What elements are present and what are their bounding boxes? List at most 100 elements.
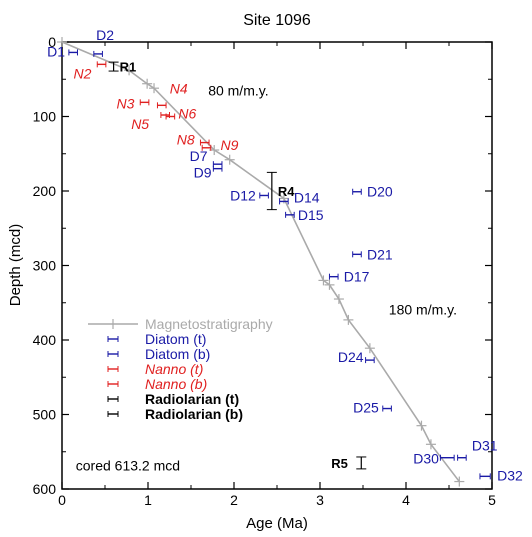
legend-label: Diatom (t) — [145, 331, 206, 347]
magnetostratigraphy-point — [343, 314, 354, 325]
legend-item-magneto: Magnetostratigraphy — [88, 316, 273, 332]
legend-label: Radiolarian (t) — [145, 391, 239, 407]
datum-label: D12 — [230, 187, 256, 203]
magnetostratigraphy-point — [324, 279, 335, 290]
legend-label: Diatom (b) — [145, 346, 210, 362]
magnetostratigraphy-point — [364, 343, 375, 354]
magnetostratigraphy-point — [416, 420, 427, 431]
datum-marker-n9: N9 — [201, 137, 239, 153]
datum-label: D7 — [190, 148, 208, 164]
datum-label: R4 — [278, 184, 295, 199]
datum-label: D2 — [96, 27, 114, 43]
datum-marker-n4: N4 — [156, 80, 188, 109]
datum-marker-d20: D20 — [352, 184, 393, 200]
legend-item-diatom-b: Diatom (b) — [107, 346, 210, 362]
y-tick-label: 100 — [33, 109, 57, 125]
datum-marker-d9: D9 — [194, 165, 223, 181]
datum-label: N3 — [117, 95, 135, 111]
datum-label: D9 — [194, 165, 212, 181]
datum-marker-n8: N8 — [177, 132, 210, 148]
axis-tick-labels: 0 1 2 3 4 5 0 100 200 300 400 500 600 — [33, 34, 496, 508]
legend-label: Nanno (b) — [145, 376, 207, 392]
magnetostratigraphy-point — [57, 37, 67, 47]
magnetostratigraphy-point — [124, 65, 135, 76]
rate-annotations: 80 m/m.y. 180 m/m.y. cored 613.2 mcd — [76, 83, 457, 474]
y-tick-label: 400 — [33, 332, 57, 348]
datum-label: N2 — [74, 65, 92, 81]
datum-marker-d24: D24 — [338, 349, 375, 365]
datum-marker-d12: D12 — [230, 187, 269, 203]
datum-label: N8 — [177, 132, 195, 148]
x-tick-label: 0 — [58, 492, 66, 508]
y-axis-label: Depth (mcd) — [7, 224, 24, 307]
legend-item-nanno-b: Nanno (b) — [107, 376, 207, 392]
chart-annotation: cored 613.2 mcd — [76, 457, 180, 473]
datum-label: R1 — [120, 60, 137, 75]
datum-label: D30 — [413, 451, 439, 467]
legend-item-diatom-t: Diatom (t) — [107, 331, 206, 347]
magnetostratigraphy-point — [149, 83, 160, 94]
chart-title: Site 1096 — [243, 12, 311, 29]
x-tick-label: 4 — [402, 492, 410, 508]
datum-marker-d17: D17 — [328, 269, 370, 285]
datum-marker-r1: R1 — [108, 60, 137, 75]
datum-label: N4 — [170, 80, 188, 96]
datum-marker-n2: N2 — [74, 61, 107, 81]
chart-annotation: 80 m/m.y. — [208, 83, 268, 99]
y-tick-label: 0 — [48, 34, 56, 50]
datum-label: D25 — [353, 400, 379, 416]
datum-marker-n3: N3 — [117, 95, 150, 111]
datum-marker-d2: D2 — [93, 27, 114, 57]
datum-label: N9 — [220, 137, 238, 153]
legend-item-rad-b: Radiolarian (b) — [107, 406, 243, 422]
datum-marker-r4: R4 — [266, 171, 295, 211]
x-tick-label: 2 — [230, 492, 238, 508]
legend-label: Magnetostratigraphy — [145, 316, 273, 332]
datum-marker-d32: D32 — [479, 467, 523, 483]
y-tick-label: 300 — [33, 258, 57, 274]
datum-label: R5 — [331, 456, 348, 471]
datum-label: D32 — [497, 467, 523, 483]
datum-marker-d21: D21 — [352, 246, 393, 262]
x-tick-label: 5 — [488, 492, 496, 508]
datum-marker-n5: N5 — [131, 112, 170, 132]
magnetostratigraphy-point — [318, 275, 329, 286]
magnetostratigraphy-point — [224, 154, 235, 165]
legend-label: Nanno (t) — [145, 361, 203, 377]
chart-annotation: 180 m/m.y. — [389, 302, 457, 318]
magnetostratigraphy-point — [333, 294, 344, 305]
legend-item-rad-t: Radiolarian (t) — [107, 391, 239, 407]
datum-marker-d15: D15 — [285, 207, 324, 223]
magnetostratigraphy-series — [57, 37, 465, 487]
y-tick-label: 200 — [33, 183, 57, 199]
magnetostratigraphy-point — [142, 78, 153, 89]
datum-label: D24 — [338, 349, 364, 365]
datum-label: D1 — [47, 43, 65, 59]
datum-marker-d30: D30 — [413, 451, 455, 467]
magnetostratigraphy-point — [425, 439, 436, 450]
y-tick-label: 600 — [33, 481, 57, 497]
datum-label: N6 — [178, 106, 196, 122]
datum-marker-d1: D1 — [47, 43, 78, 59]
datum-label: N5 — [131, 116, 149, 132]
magnetostratigraphy-point — [454, 476, 465, 487]
legend-item-nanno-t: Nanno (t) — [107, 361, 203, 377]
datum-marker-d25: D25 — [353, 400, 392, 416]
datum-marker-d14: D14 — [279, 189, 320, 205]
datum-label: D31 — [472, 438, 498, 454]
x-tick-label: 1 — [144, 492, 152, 508]
datum-marker-d31: D31 — [457, 438, 498, 461]
datum-marker-n6: N6 — [165, 106, 196, 122]
datum-marker-r5: R5 — [331, 456, 367, 471]
datum-label: D14 — [294, 189, 320, 205]
datum-label: D17 — [344, 269, 370, 285]
legend-label: Radiolarian (b) — [145, 406, 243, 422]
axis-ticks — [61, 41, 493, 490]
datum-label: D20 — [367, 184, 393, 200]
datum-label: D21 — [367, 246, 393, 262]
datum-label: D15 — [298, 207, 324, 223]
y-tick-label: 500 — [33, 407, 57, 423]
